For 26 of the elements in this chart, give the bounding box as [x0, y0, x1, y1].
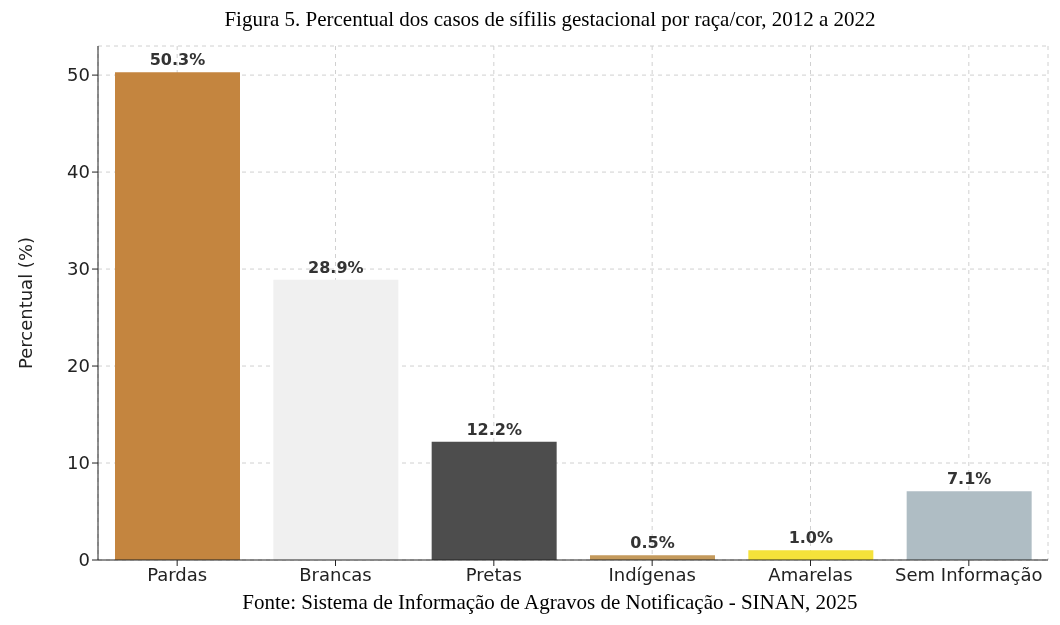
y-tick-label: 20 [67, 355, 90, 377]
bar [431, 441, 557, 560]
chart-title: Figura 5. Percentual dos casos de sífilis gestacional por raça/cor, 2012 a 2022 [223, 7, 877, 31]
x-tick-label: Sem Informação [895, 563, 1043, 585]
source-note: Fonte: Sistema de Informação de Agravos de Notificação - SINAN, 2025 [241, 590, 859, 615]
x-tick-label: Amarelas [768, 563, 853, 585]
bar [748, 550, 874, 560]
x-tick-label: Pretas [465, 563, 522, 585]
y-tick-label: 30 [67, 258, 90, 280]
x-tick-label: Pardas [147, 563, 208, 585]
data-label: 7.1% [946, 469, 992, 489]
y-tick-label: 40 [67, 161, 90, 183]
data-label: 50.3% [149, 50, 206, 70]
bar [273, 279, 399, 560]
y-tick-label: 0 [78, 549, 90, 571]
data-label: 0.5% [630, 533, 675, 553]
y-tick-label: 50 [67, 64, 90, 86]
y-axis-title: Percentual (%) [15, 236, 37, 370]
y-tick-label: 10 [67, 452, 90, 474]
data-label: 28.9% [308, 257, 364, 277]
data-label: 12.2% [466, 419, 522, 439]
bar [906, 491, 1032, 560]
bar [115, 72, 240, 560]
x-tick-label: Brancas [299, 563, 372, 585]
data-label: 1.0% [788, 528, 834, 548]
x-tick-label: Indígenas [608, 563, 696, 585]
